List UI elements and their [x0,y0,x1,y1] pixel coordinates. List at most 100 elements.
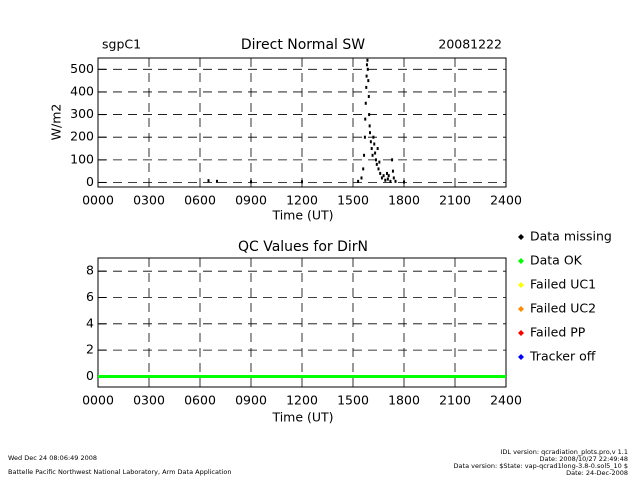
data-point [378,160,381,164]
footer-data-date: Date: 24-Dec-2008 [566,469,628,477]
x-tick-label: 0900 [235,393,267,408]
footer-timestamp: Wed Dec 24 08:06:49 2008 [8,454,97,462]
x-tick-label: 0300 [133,393,165,408]
footer-idl-version: IDL version: qcradiation_plots.pro,v 1.1 [500,448,628,456]
data-point [368,124,371,128]
data-point [374,158,377,162]
data-point [377,167,380,171]
data-point [365,63,368,67]
y-tick-label: 300 [70,106,94,121]
data-point [372,135,375,139]
data-point [366,58,369,62]
data-point [367,79,370,83]
data-point [380,176,383,180]
x-tick-label: 2400 [490,393,522,408]
x-tick-label: 1500 [337,393,369,408]
chart-title: QC Values for DirN [238,239,368,255]
data-point [389,179,392,183]
data-point [376,147,379,151]
y-tick-label: 2 [86,342,94,357]
data-point [386,171,388,175]
legend-marker [518,330,524,336]
x-tick-label: 0600 [184,393,216,408]
data-point [250,180,252,184]
x-tick-label: 1800 [388,193,420,208]
data-point [369,131,371,135]
site-label: sgpC1 [102,37,141,52]
data-point [365,85,368,89]
y-tick-label: 0 [86,174,94,189]
data-point [368,113,371,117]
data-point [216,179,218,183]
footer-organization: Battelle Pacific Northwest National Labo… [8,468,231,476]
x-tick-label: 0000 [82,393,114,408]
data-point [367,94,370,98]
legend-label: Failed UC2 [530,301,596,316]
x-tick-label: 2100 [439,193,471,208]
data-point [366,67,369,71]
data-point [357,179,360,183]
y-tick-label: 400 [70,83,94,98]
data-point [363,153,366,157]
legend-marker [518,354,524,360]
legend-marker [518,282,524,288]
x-tick-label: 0900 [235,193,267,208]
data-point [394,179,397,183]
y-tick-label: 200 [70,129,94,144]
data-point [369,140,372,144]
data-point [360,176,363,180]
data-point [364,117,367,121]
data-point [373,142,376,146]
y-tick-label: 100 [70,151,94,166]
data-point [207,179,210,183]
plot-frame [97,257,507,388]
x-tick-label: 2400 [490,193,522,208]
data-point [374,151,377,155]
date-label: 20081222 [438,37,502,52]
chart-title: Direct Normal SW [241,37,365,53]
x-tick-label: 1200 [286,193,318,208]
y-tick-label: 8 [86,263,94,278]
data-point [382,174,385,178]
legend-label: Failed PP [530,325,586,340]
data-point [391,169,394,173]
legend-label: Data OK [530,253,583,268]
x-tick-label: 0300 [133,193,165,208]
y-tick-label: 6 [86,289,94,304]
data-point [364,101,367,105]
legend-marker [518,234,524,240]
data-point [363,135,366,139]
y-tick-label: 4 [86,315,94,330]
plot-frame [97,57,507,188]
legend-label: Failed UC1 [530,277,596,292]
x-tick-label: 2100 [439,393,471,408]
legend-marker [518,258,524,264]
x-axis-label: Time (UT) [271,208,333,223]
data-point [301,180,303,184]
y-tick-label: 500 [70,61,94,76]
data-point [384,178,387,182]
x-tick-label: 0000 [82,193,114,208]
y-tick-label: 0 [86,368,94,383]
x-tick-label: 0600 [184,193,216,208]
data-point [362,167,365,171]
x-axis-label: Time (UT) [271,410,333,425]
data-point [371,153,374,157]
legend-marker [518,306,524,312]
y-axis-label: W/m2 [49,104,64,141]
data-point [403,180,405,184]
x-tick-label: 1200 [286,393,318,408]
data-point [392,176,395,180]
data-point [386,177,389,181]
data-point [365,74,368,78]
data-point [379,171,382,175]
data-point [391,158,394,162]
data-point [370,147,373,151]
footer-data-version: Data version: $State: vap-qcrad1long-3.8… [454,462,628,470]
footer-idl-date: Date: 2008/10/27 22:49:48 [539,455,628,463]
x-tick-label: 1500 [337,193,369,208]
data-point [375,162,378,166]
data-point [387,174,390,178]
